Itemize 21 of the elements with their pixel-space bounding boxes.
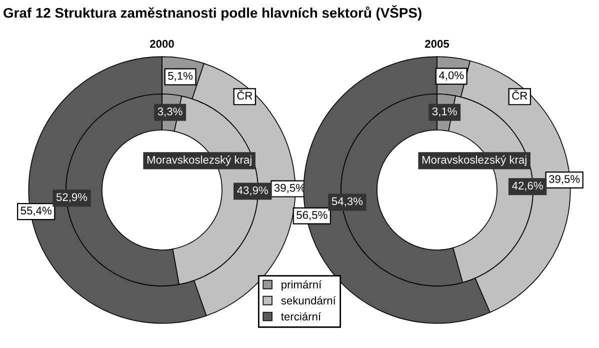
chart-title: 2005	[425, 40, 450, 48]
data-label: 3,3%	[158, 108, 182, 117]
legend-label: terciární	[281, 312, 321, 320]
data-label: 54,3%	[332, 197, 363, 206]
data-label: 5,1%	[168, 72, 193, 82]
slice-label: Moravskoslezský kraj	[147, 155, 252, 166]
slice-label: ČR	[237, 90, 252, 100]
data-label: 55,4%	[20, 206, 52, 216]
data-label: 3,1%	[432, 107, 457, 117]
data-label: 39,5%	[549, 175, 580, 184]
chart-title: 2000	[150, 40, 174, 48]
data-label: 43,9%	[237, 186, 268, 196]
slice-label: ČR	[512, 90, 528, 100]
legend-label: sekundární	[281, 296, 336, 305]
data-label: 56,5%	[296, 211, 328, 220]
data-label: 4,0%	[438, 71, 464, 81]
legend-label: primární	[282, 280, 322, 291]
text: Graf 12 Struktura zaměstnanosti podle hlavních sektorů (VŠPS)	[4, 5, 422, 21]
data-label: 42,6%	[512, 182, 543, 191]
slice-label: Moravskoslezský kraj	[422, 155, 526, 166]
data-label: 52,9%	[56, 193, 88, 202]
